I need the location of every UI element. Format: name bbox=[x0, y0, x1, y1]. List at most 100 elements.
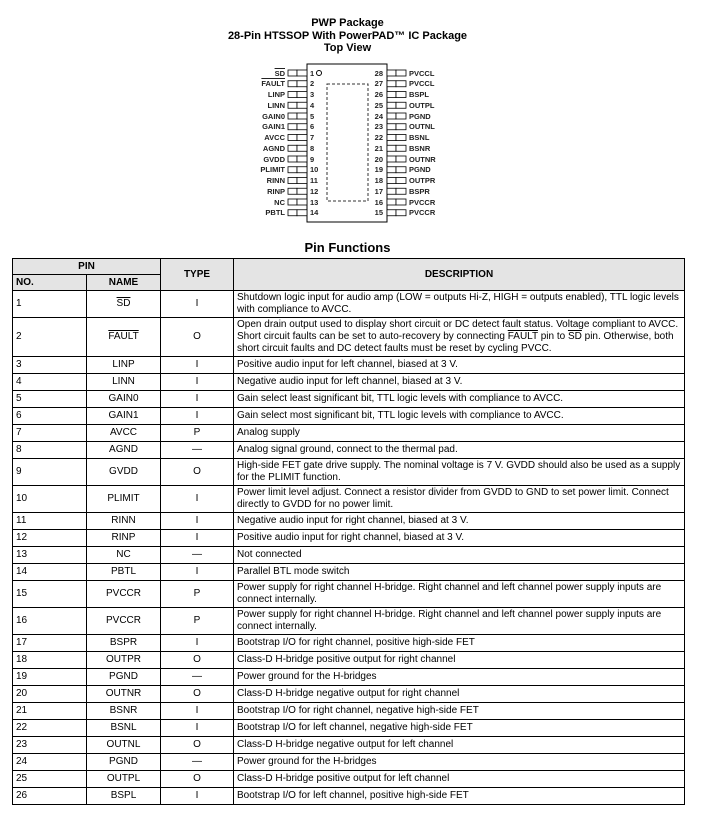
thermal-pad bbox=[326, 83, 369, 202]
cell-no: 11 bbox=[12, 512, 87, 530]
cell-name: AVCC bbox=[85, 424, 162, 442]
pin-lead bbox=[395, 155, 407, 163]
cell-no: 21 bbox=[12, 702, 87, 720]
pin-lead bbox=[386, 134, 397, 141]
cell-no: 26 bbox=[12, 787, 87, 805]
cell-description: Positive audio input for right channel, … bbox=[233, 529, 685, 547]
cell-description: Class-D H-bridge positive output for lef… bbox=[233, 770, 685, 788]
pin-lead bbox=[395, 134, 407, 141]
cell-type: O bbox=[160, 317, 235, 357]
pin-lead bbox=[287, 155, 298, 163]
table-row: 9 GVDD O High-side FET gate drive supply. T… bbox=[12, 458, 685, 486]
cell-type: I bbox=[160, 407, 235, 425]
cell-no: 24 bbox=[12, 753, 87, 771]
package-title: PWP Package bbox=[311, 17, 384, 29]
table-row: 4 LINN I Negative audio input for left chan… bbox=[12, 373, 685, 391]
cell-type: I bbox=[160, 356, 235, 374]
cell-no: 14 bbox=[12, 563, 87, 581]
cell-no: 7 bbox=[12, 424, 87, 442]
cell-type: P bbox=[160, 580, 235, 608]
pin-label-left: GAIN0 bbox=[262, 111, 285, 121]
table-row: 11 RINN I Negative audio input for right ch… bbox=[12, 512, 685, 530]
table-title: Pin Functions bbox=[304, 240, 391, 255]
pin-label-right: PVCCR bbox=[409, 208, 436, 218]
pin-lead bbox=[386, 187, 397, 195]
cell-no: 16 bbox=[12, 607, 87, 635]
cell-no: 15 bbox=[12, 580, 87, 608]
pin-number: 2 bbox=[310, 79, 315, 89]
cell-type: I bbox=[160, 702, 235, 720]
table-row: 23 OUTNL O Class-D H-bridge negative output… bbox=[12, 736, 685, 754]
cell-description: Negative audio input for left channel, b… bbox=[233, 373, 685, 391]
table-row: 24 PGND — Power ground for the H-bridges bbox=[12, 753, 685, 771]
pin-label-right: PGND bbox=[409, 111, 431, 121]
cell-description: Power supply for right channel H-bridge.… bbox=[233, 580, 685, 608]
pin-lead bbox=[395, 187, 407, 195]
pin-label-right: OUTNL bbox=[409, 122, 435, 132]
pin-label-right: OUTPR bbox=[409, 176, 436, 185]
header-pin: PIN bbox=[11, 258, 162, 275]
cell-name: BSPL bbox=[85, 787, 162, 805]
cell-type: P bbox=[160, 607, 235, 635]
cell-no: 18 bbox=[12, 651, 87, 669]
pin-label-right: BSNL bbox=[409, 133, 430, 142]
table-row: 21 BSNR I Bootstrap I/O for right channel, … bbox=[12, 702, 685, 720]
cell-type: I bbox=[160, 512, 235, 530]
pin-lead bbox=[386, 91, 397, 98]
cell-description: Bootstrap I/O for left channel, negative… bbox=[233, 719, 685, 737]
pin-number: 18 bbox=[374, 176, 383, 185]
table-row: 20 OUTNR O Class-D H-bridge negative output… bbox=[12, 685, 685, 703]
table-row: 16 PVCCR P Power supply for right channel H… bbox=[12, 607, 685, 635]
cell-description: Bootstrap I/O for right channel, positiv… bbox=[233, 634, 685, 652]
pin-number: 9 bbox=[310, 154, 315, 164]
cell-type: I bbox=[160, 485, 235, 513]
cell-no: 12 bbox=[12, 529, 87, 547]
table-row: 15 PVCCR P Power supply for right channel H… bbox=[12, 580, 685, 608]
cell-name: LINP bbox=[85, 356, 162, 374]
pin-number: 16 bbox=[374, 197, 383, 207]
cell-no: 10 bbox=[12, 485, 87, 513]
pin-lead bbox=[395, 123, 407, 131]
cell-description: Power limit level adjust. Connect a resi… bbox=[233, 485, 685, 513]
package-subtitle: 28-Pin HTSSOP With PowerPAD™ IC Package bbox=[227, 30, 468, 42]
table-row: 18 OUTPR O Class-D H-bridge positive output… bbox=[12, 651, 685, 669]
cell-name: FAULT bbox=[85, 317, 162, 357]
cell-type: O bbox=[160, 736, 235, 754]
pin-number: 3 bbox=[310, 90, 315, 99]
pin-lead bbox=[296, 177, 308, 184]
pin-label-left: LINN bbox=[267, 100, 286, 110]
table-row: 25 OUTPL O Class-D H-bridge positive output… bbox=[12, 770, 685, 788]
pin-label-left: GVDD bbox=[263, 154, 285, 164]
pin-lead bbox=[395, 80, 407, 88]
pin-lead bbox=[395, 112, 407, 120]
pin-label-right: PVCCL bbox=[409, 68, 435, 78]
cell-description: Bootstrap I/O for right channel, negativ… bbox=[233, 702, 685, 720]
pin-number: 8 bbox=[310, 143, 315, 153]
table-row: 5 GAIN0 I Gain select least significant bit… bbox=[12, 390, 685, 408]
cell-name: GAIN0 bbox=[85, 390, 162, 408]
pin-lead bbox=[287, 144, 298, 152]
pin-lead bbox=[395, 69, 407, 77]
cell-name: NC bbox=[85, 546, 162, 564]
cell-name: PVCCR bbox=[85, 580, 162, 608]
cell-type: I bbox=[160, 529, 235, 547]
pin-label-left: RINP bbox=[267, 186, 285, 196]
cell-description: Negative audio input for right channel, … bbox=[233, 512, 685, 530]
cell-name: PBTL bbox=[85, 563, 162, 581]
pin-label-right: PGND bbox=[409, 165, 431, 175]
pin-lead bbox=[395, 91, 407, 98]
pin-lead bbox=[386, 69, 397, 77]
pin-number: 11 bbox=[310, 176, 318, 185]
cell-type: I bbox=[160, 290, 235, 318]
cell-type: — bbox=[160, 441, 235, 459]
ic-body bbox=[306, 63, 388, 223]
pin-lead bbox=[296, 144, 308, 152]
pin-label-left: FAULT bbox=[261, 79, 285, 89]
cell-name: AGND bbox=[85, 441, 162, 459]
cell-type: — bbox=[160, 753, 235, 771]
cell-no: 4 bbox=[12, 373, 87, 391]
pin-number: 25 bbox=[374, 100, 383, 110]
table-row: 26 BSPL I Bootstrap I/O for left channel, p… bbox=[12, 787, 685, 805]
cell-no: 6 bbox=[12, 407, 87, 425]
pin-number: 7 bbox=[310, 133, 315, 142]
